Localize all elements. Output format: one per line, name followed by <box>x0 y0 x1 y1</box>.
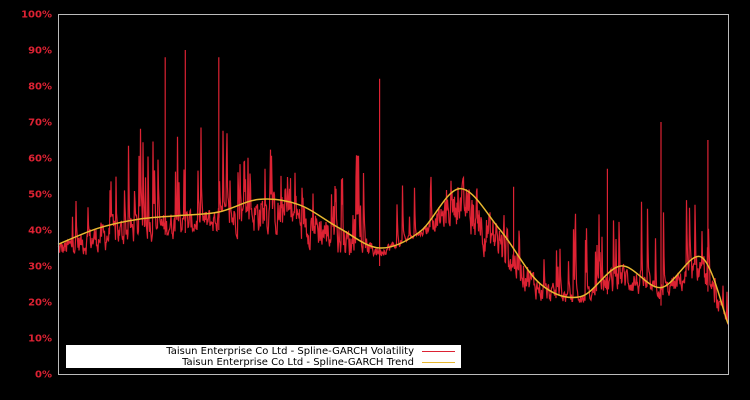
legend-label-volatility: Taisun Enterprise Co Ltd - Spline-GARCH … <box>166 346 414 357</box>
y-tick-label: 70% <box>28 117 52 129</box>
legend-item-trend: Taisun Enterprise Co Ltd - Spline-GARCH … <box>182 357 455 368</box>
y-tick-label: 10% <box>28 333 52 345</box>
trend-series <box>57 187 729 324</box>
legend-swatch-volatility <box>422 351 455 352</box>
plot-frame <box>58 14 729 375</box>
y-tick-label: 90% <box>28 45 52 57</box>
y-tick-label: 80% <box>28 81 52 93</box>
y-tick-label: 20% <box>28 297 52 309</box>
legend: Taisun Enterprise Co Ltd - Spline-GARCH … <box>66 345 461 368</box>
y-tick-label: 0% <box>35 369 52 381</box>
y-tick-label: 60% <box>28 153 52 165</box>
y-tick-label: 40% <box>28 225 52 237</box>
legend-item-volatility: Taisun Enterprise Co Ltd - Spline-GARCH … <box>166 346 455 357</box>
y-tick-label: 50% <box>28 189 52 201</box>
y-tick-label: 100% <box>21 9 52 21</box>
legend-label-trend: Taisun Enterprise Co Ltd - Spline-GARCH … <box>182 357 414 368</box>
y-tick-label: 30% <box>28 261 52 273</box>
legend-swatch-trend <box>422 362 455 363</box>
